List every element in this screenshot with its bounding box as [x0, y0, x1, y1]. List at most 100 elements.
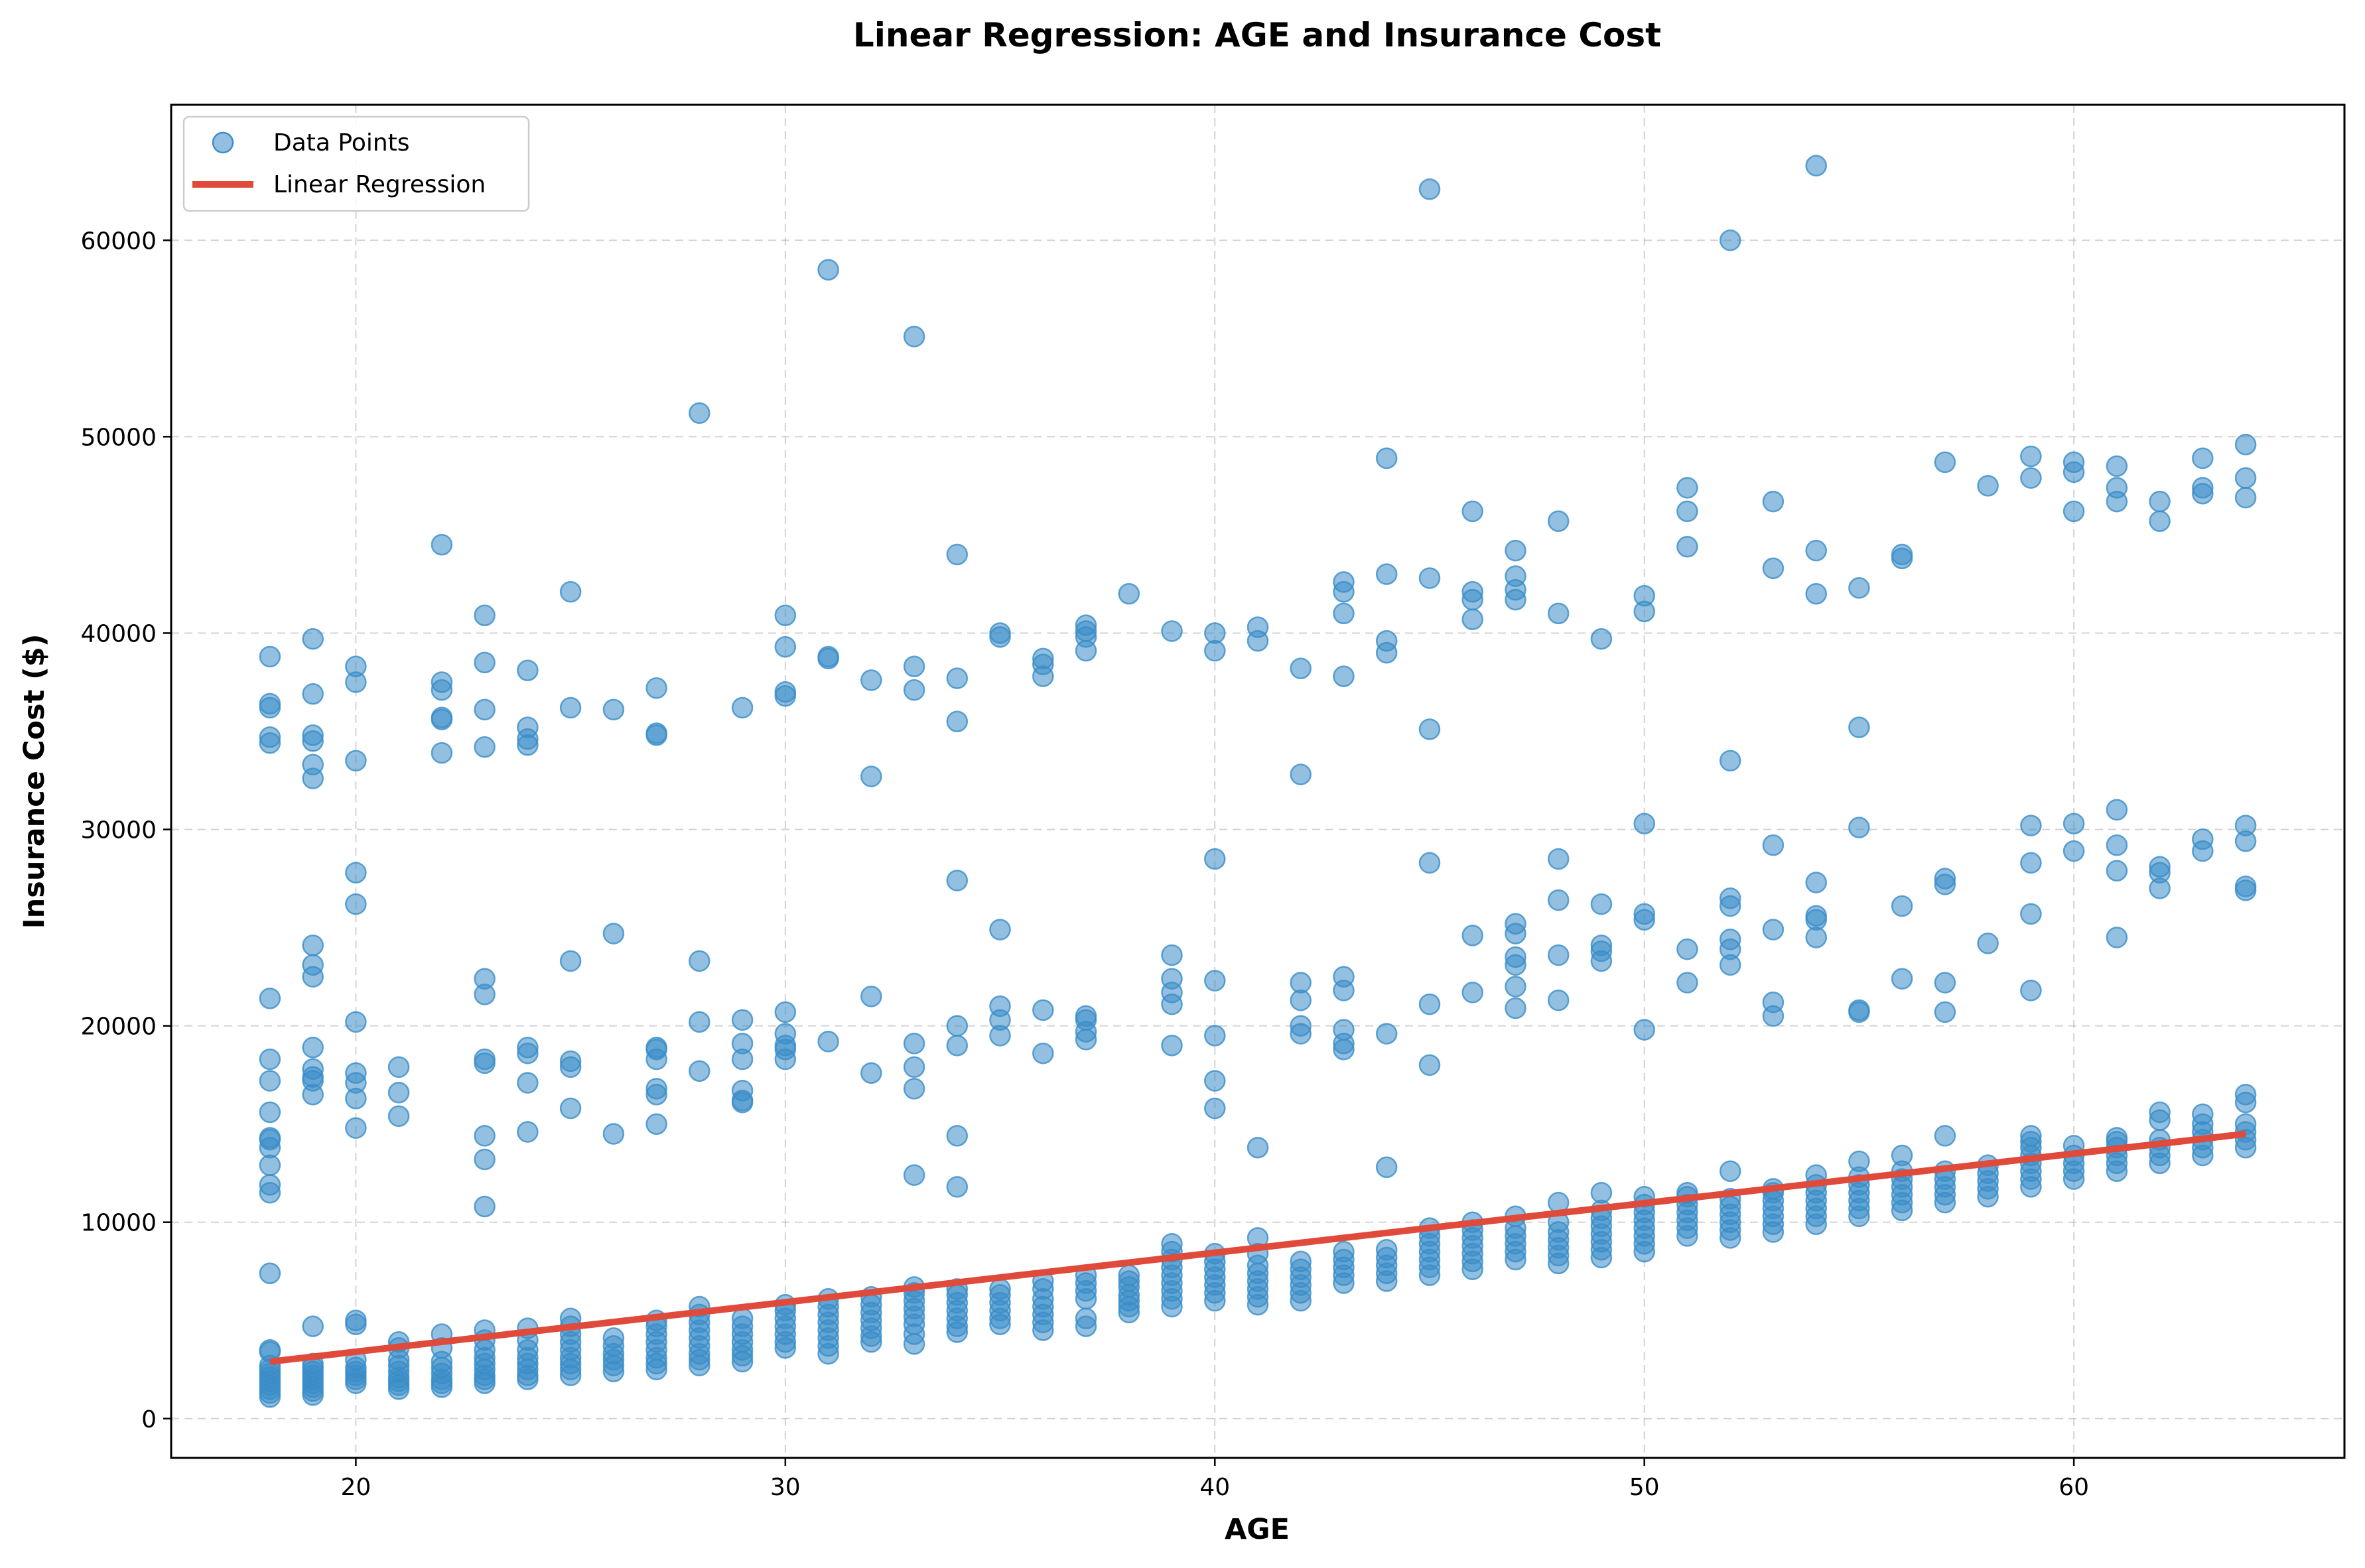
- data-point: [1032, 1042, 1054, 1065]
- data-point: [2106, 927, 2128, 948]
- data-point: [2020, 903, 2042, 925]
- data-point: [1934, 868, 1956, 889]
- data-point: [1333, 571, 1355, 593]
- data-point: [517, 1072, 539, 1094]
- data-point: [946, 870, 969, 891]
- data-point: [1891, 1144, 1913, 1167]
- chart-title: Linear Regression: AGE and Insurance Cos…: [853, 16, 1661, 54]
- data-point: [345, 1309, 367, 1331]
- data-point: [259, 1048, 281, 1071]
- data-point: [1676, 477, 1698, 499]
- data-point: [345, 1062, 367, 1084]
- data-point: [345, 1011, 367, 1033]
- x-tick-label: 50: [1629, 1474, 1660, 1501]
- data-point: [1161, 1233, 1183, 1255]
- x-axis-label: AGE: [1225, 1513, 1290, 1546]
- data-point: [2062, 500, 2085, 523]
- legend-label-linear-regression: Linear Regression: [273, 171, 486, 198]
- data-point: [946, 1176, 969, 1198]
- data-point: [1333, 1019, 1355, 1041]
- data-point: [2020, 445, 2042, 468]
- data-point: [1418, 1054, 1441, 1077]
- data-point: [689, 1011, 710, 1033]
- data-point: [2234, 876, 2257, 897]
- data-point: [1505, 946, 1526, 968]
- data-point: [2062, 451, 2085, 474]
- data-point: [1805, 539, 1827, 562]
- data-point: [1290, 657, 1312, 680]
- data-point: [1934, 1001, 1956, 1023]
- data-point: [302, 628, 324, 650]
- data-point: [1290, 1015, 1312, 1037]
- x-tick-label: 30: [770, 1474, 801, 1501]
- data-point: [989, 1278, 1011, 1300]
- data-point: [989, 995, 1011, 1017]
- data-point: [1333, 966, 1355, 988]
- data-point: [302, 954, 324, 976]
- data-point: [731, 1033, 754, 1055]
- data-point: [1505, 565, 1526, 587]
- data-point: [431, 706, 453, 729]
- data-point: [817, 259, 839, 281]
- data-point: [903, 1078, 925, 1100]
- data-point: [1118, 582, 1140, 605]
- x-tick-label: 60: [2059, 1474, 2089, 1501]
- data-point: [731, 696, 754, 719]
- data-point: [1247, 1136, 1269, 1159]
- regression-line-group: [269, 1130, 2246, 1365]
- data-point: [1075, 614, 1097, 636]
- data-point: [1333, 1240, 1355, 1263]
- data-point: [645, 1113, 667, 1135]
- data-point: [1633, 903, 1655, 925]
- data-point: [2149, 510, 2171, 532]
- data-point: [259, 1101, 281, 1124]
- data-point: [1204, 1070, 1226, 1092]
- data-point: [302, 724, 324, 746]
- data-point: [1161, 620, 1183, 642]
- data-point: [1375, 630, 1398, 652]
- data-point: [1204, 622, 1226, 644]
- data-point: [2106, 834, 2128, 856]
- data-point: [774, 1001, 797, 1023]
- data-point: [2149, 856, 2171, 878]
- data-point: [1418, 567, 1441, 589]
- data-point: [1418, 993, 1441, 1015]
- data-point: [1547, 510, 1570, 532]
- data-point: [2234, 486, 2257, 509]
- data-point: [1547, 848, 1570, 870]
- data-point: [2020, 815, 2042, 836]
- data-point: [946, 543, 969, 566]
- data-point: [1505, 539, 1526, 562]
- data-point: [1204, 848, 1226, 870]
- data-point: [2234, 1083, 2257, 1106]
- data-point: [860, 1062, 882, 1084]
- data-point: [431, 671, 453, 693]
- data-point: [774, 635, 797, 658]
- data-point: [2106, 477, 2128, 499]
- data-point: [1934, 972, 1956, 994]
- data-point: [517, 1036, 539, 1059]
- data-point: [689, 402, 710, 425]
- data-point: [2149, 490, 2171, 513]
- regression-line: [269, 1130, 2246, 1365]
- y-tick-label: 50000: [80, 424, 157, 451]
- data-point: [1977, 475, 1999, 497]
- data-point: [559, 1050, 582, 1073]
- data-point: [517, 716, 539, 738]
- data-point: [774, 681, 797, 703]
- data-point: [1633, 1019, 1655, 1041]
- data-point: [2106, 860, 2128, 882]
- data-point: [602, 923, 625, 945]
- data-point: [559, 1097, 582, 1120]
- plot-frame: [170, 103, 2346, 1459]
- data-point: [731, 1307, 754, 1330]
- data-point: [1161, 944, 1183, 966]
- data-point: [302, 1036, 324, 1059]
- data-point: [259, 1127, 281, 1149]
- data-point: [559, 696, 582, 719]
- data-point: [302, 753, 324, 776]
- data-point: [1505, 997, 1526, 1019]
- data-point: [774, 1023, 797, 1045]
- data-point: [1247, 616, 1269, 638]
